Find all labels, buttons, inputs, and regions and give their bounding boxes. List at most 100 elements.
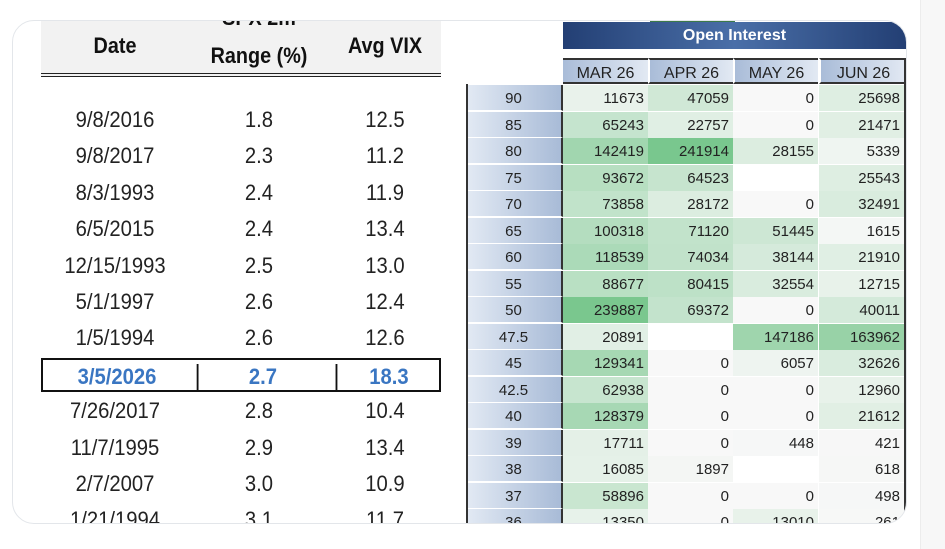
oi-cell: 51445: [733, 217, 818, 244]
oi-cell: 0: [648, 350, 733, 376]
strike-cell: 70: [466, 191, 563, 217]
oi-cell: 0: [648, 376, 733, 403]
month-header: JUN 26: [819, 58, 906, 84]
oi-cell: 421: [819, 429, 904, 456]
oi-cell: 32626: [819, 350, 904, 376]
oi-cell: 64523: [648, 164, 733, 191]
oi-cell: 118539: [563, 244, 648, 270]
date-cell: 2/7/2007: [75, 471, 155, 496]
table-row: 1/5/1994 2.6 12.6: [41, 321, 441, 355]
strike-cell: 90: [466, 85, 563, 111]
header-date: Date: [93, 33, 137, 58]
range-cell: 2.5: [244, 252, 274, 278]
range-cell: 2.8: [244, 398, 274, 424]
oi-cell: 21471: [819, 111, 904, 138]
oi-cell: 38144: [733, 244, 818, 270]
table-row: 7/26/2017 2.8 10.4: [41, 394, 441, 428]
header-range-top: SPX 2m: [196, 21, 322, 31]
table-row: 9/8/2017 2.3 11.2: [41, 139, 441, 173]
oi-cell: 1615: [819, 217, 904, 244]
oi-cell: 11673: [563, 85, 648, 111]
date-cell: 5/1/1997: [75, 289, 155, 314]
strike-cell: 85: [466, 111, 563, 138]
header-range: Range (%): [210, 43, 308, 68]
vix-cell: 12.6: [365, 325, 405, 351]
table-row: 6/5/2015 2.4 13.4: [41, 212, 441, 246]
vix-cell: 13.4: [365, 434, 405, 460]
strike-cell: 55: [466, 270, 563, 297]
strike-cell: 75: [466, 164, 563, 191]
oi-cell: 74034: [648, 244, 733, 270]
strike-cell: 45: [466, 350, 563, 376]
oi-cell: 0: [733, 482, 818, 509]
oi-cell: 0: [733, 111, 818, 138]
range-cell: 2.6: [244, 289, 274, 314]
date-cell: 1/21/1994: [69, 507, 161, 524]
oi-cell: [733, 456, 818, 482]
vix-cell: 11.9: [366, 179, 404, 205]
strike-cell: 42.5: [466, 376, 563, 403]
table-border: [904, 58, 906, 523]
oi-cell: 12715: [819, 270, 904, 297]
oi-cell: 100318: [563, 217, 648, 244]
image-card: Date SPX 2m Range (%) Avg VIX 9/8/2016 1.…: [12, 20, 907, 524]
month-header: MAY 26: [733, 58, 818, 84]
oi-cell: 0: [733, 403, 818, 429]
oi-cell: 62938: [563, 376, 648, 403]
oi-cell: 32554: [733, 270, 818, 297]
oi-cell: 241914: [648, 138, 733, 164]
oi-cell: 6057: [733, 350, 818, 376]
oi-cell: [648, 323, 733, 350]
oi-cell: 163962: [819, 323, 904, 350]
oi-cell: 22757: [648, 111, 733, 138]
range-cell: 3.0: [244, 471, 274, 496]
vix-cell: 11.2: [366, 143, 404, 169]
date-cell: 3/5/2026: [77, 363, 157, 389]
oi-cell: 1897: [648, 456, 733, 482]
range-cell: 2.3: [244, 143, 274, 169]
vix-cell: 18.3: [335, 363, 441, 390]
oi-cell: 128379: [563, 403, 648, 429]
header-vix: Avg VIX: [347, 33, 423, 58]
vix-cell: 12.4: [365, 289, 405, 314]
oi-cell: 142419: [563, 138, 648, 164]
strike-cell: 37: [466, 482, 563, 509]
oi-cell: 261: [819, 509, 904, 523]
range-cell: 2.9: [244, 434, 274, 460]
strike-cell: 80: [466, 138, 563, 164]
oi-cell: 28172: [648, 191, 733, 217]
scrollbar-track[interactable]: [920, 0, 945, 549]
date-cell: 6/5/2015: [75, 216, 155, 242]
strike-cell: 36: [466, 509, 563, 523]
date-cell: 7/26/2017: [69, 398, 161, 424]
oi-cell: 448: [733, 429, 818, 456]
oi-cell: 0: [733, 191, 818, 217]
table-row: 8/3/1993 2.4 11.9: [41, 176, 441, 210]
vix-cell: 10.4: [365, 398, 405, 424]
oi-cell: 0: [733, 376, 818, 403]
range-cell: 2.4: [244, 179, 274, 205]
table-border: [466, 84, 468, 523]
table-row: 11/7/1995 2.9 13.4: [41, 431, 441, 465]
oi-cell: 28155: [733, 138, 818, 164]
oi-cell: 13010: [733, 509, 818, 523]
strike-cell: 47.5: [466, 323, 563, 350]
oi-cell: 40011: [819, 297, 904, 323]
oi-cell: 21910: [819, 244, 904, 270]
oi-cell: 0: [733, 85, 818, 111]
date-cell: 12/15/1993: [64, 252, 166, 278]
oi-cell: 32491: [819, 191, 904, 217]
vix-cell: 10.9: [365, 471, 405, 496]
oi-cell: 16085: [563, 456, 648, 482]
oi-cell: 73858: [563, 191, 648, 217]
oi-cell: [733, 164, 818, 191]
oi-cell: 5339: [819, 138, 904, 164]
vix-cell: 13.0: [365, 252, 405, 278]
oi-cell: 12960: [819, 376, 904, 403]
oi-cell: 618: [819, 456, 904, 482]
range-cell: 1.8: [244, 107, 274, 132]
strike-cell: 40: [466, 403, 563, 429]
oi-cell: 93672: [563, 164, 648, 191]
date-cell: 11/7/1995: [70, 434, 160, 460]
oi-cell: 498: [819, 482, 904, 509]
